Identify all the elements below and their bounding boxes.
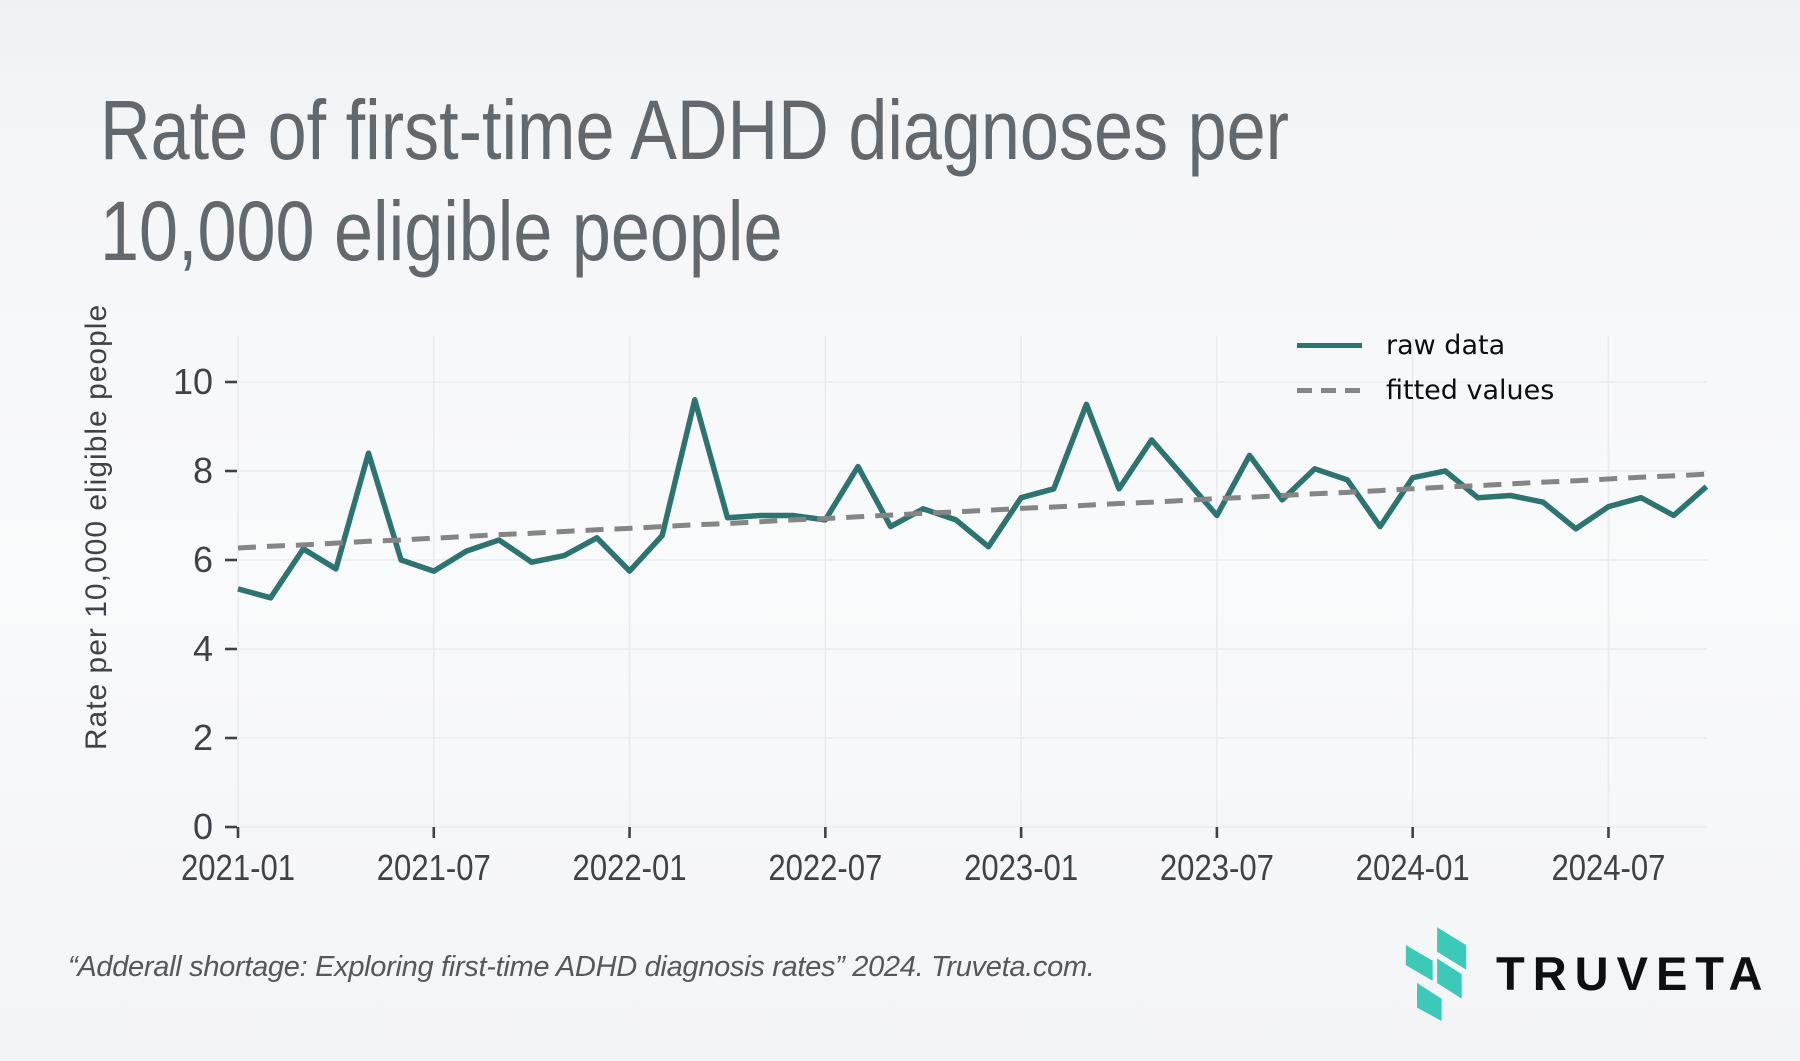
legend-item-fitted-values: fitted values xyxy=(1297,372,1554,408)
raw-data-line xyxy=(237,397,1709,601)
page-title: Rate of first-time ADHD diagnoses per 10… xyxy=(100,80,1289,282)
x-axis-tick-label: 2023-01 xyxy=(964,847,1078,888)
y-axis-tick-label: 0 xyxy=(193,806,213,847)
fitted-values-line-swatch xyxy=(1297,387,1362,393)
y-axis-title: Rate per 10,000 eligible people xyxy=(80,304,113,750)
truveta-leaf-icon xyxy=(1405,927,1467,1021)
adhd-rate-line-chart: 0 2 4 6 8 10 2021-01 2021-07 2022-01 2022-07 2023-… xyxy=(80,304,1709,888)
y-axis-tick-label: 6 xyxy=(193,539,213,580)
legend-label-fitted-values: fitted values xyxy=(1386,374,1555,406)
x-axis-tick-label: 2023-07 xyxy=(1160,847,1274,888)
chart-legend: raw data fitted values xyxy=(1297,327,1554,408)
y-axis-tick-label: 8 xyxy=(193,450,213,491)
raw-data-line-swatch xyxy=(1297,342,1362,348)
y-axis-tick-label: 2 xyxy=(193,717,213,758)
y-axis-tick-label: 10 xyxy=(173,361,213,402)
truveta-logo-text: TRUVETA xyxy=(1496,946,1771,1000)
legend-item-raw-data: raw data xyxy=(1297,327,1554,363)
title-line-2: 10,000 eligible people xyxy=(100,184,783,278)
x-axis-tick-label: 2024-07 xyxy=(1551,847,1665,888)
fitted-values-line xyxy=(237,471,1707,551)
x-axis-tick-label: 2022-01 xyxy=(573,847,687,888)
legend-label-raw-data: raw data xyxy=(1386,329,1506,361)
x-axis-tick-label: 2024-01 xyxy=(1356,847,1470,888)
x-axis-tick-label: 2021-07 xyxy=(377,847,491,888)
x-axis-tick-label: 2022-07 xyxy=(768,847,882,888)
title-line-1: Rate of first-time ADHD diagnoses per xyxy=(100,83,1289,177)
x-axis-tick-label: 2021-01 xyxy=(181,847,295,888)
y-axis-tick-label: 4 xyxy=(193,628,213,669)
source-citation: “Adderall shortage: Exploring first-time… xyxy=(68,951,1095,983)
truveta-logo: TRUVETA xyxy=(1392,925,1770,1021)
